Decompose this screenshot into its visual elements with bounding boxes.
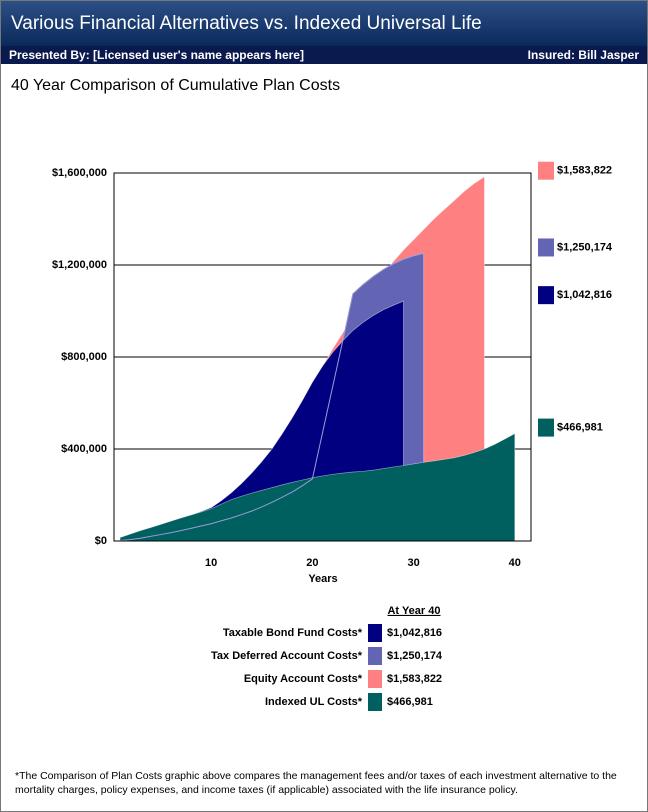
legend-name: Indexed UL Costs* — [265, 696, 363, 708]
x-tick-label: 10 — [205, 557, 217, 569]
end-label: $1,583,822 — [557, 165, 612, 177]
header-title: Various Financial Alternatives vs. Index… — [11, 13, 482, 34]
chart: Years At Year 40 $0 $400,000 $800,000 $1,20… — [52, 161, 613, 711]
legend-name: Tax Deferred Account Costs* — [211, 650, 363, 662]
plot-border — [113, 172, 532, 542]
legend-value: $1,583,822 — [387, 673, 442, 685]
legend-value: $1,250,174 — [387, 650, 443, 662]
series-line — [120, 252, 424, 542]
legend-value: $466,981 — [387, 696, 433, 708]
legend-name: Equity Account Costs* — [244, 673, 363, 685]
end-label: $1,042,816 — [557, 289, 612, 301]
y-tick-label: $1,200,000 — [52, 259, 107, 271]
end-swatch — [538, 161, 554, 180]
info-bar: Presented By: [Licensed user's name appe… — [1, 46, 647, 64]
legend-title: At Year 40 — [387, 605, 440, 617]
presented-by: Presented By: [Licensed user's name appe… — [9, 48, 304, 62]
legend-swatch — [368, 624, 382, 642]
end-swatch — [538, 286, 554, 305]
legend-swatch — [368, 693, 382, 711]
legend-value: $1,042,816 — [387, 627, 442, 639]
legend-swatch — [368, 670, 382, 688]
y-tick-label: $400,000 — [61, 443, 107, 455]
legend-name: Taxable Bond Fund Costs* — [223, 627, 363, 639]
end-swatch — [538, 418, 554, 437]
chart-title: 40 Year Comparison of Cumulative Plan Co… — [11, 77, 341, 94]
insured: Insured: Bill Jasper — [527, 48, 639, 62]
x-tick-label: 20 — [306, 557, 318, 569]
legend-swatch — [368, 647, 382, 665]
y-tick-label: $800,000 — [61, 351, 107, 363]
end-label: $466,981 — [557, 422, 603, 434]
y-tick-label: $0 — [95, 535, 107, 547]
area — [119, 433, 516, 542]
end-swatch — [538, 238, 554, 257]
end-label: $1,250,174 — [557, 241, 613, 253]
header: Various Financial Alternatives vs. Index… — [1, 1, 647, 46]
x-tick-label: 30 — [407, 557, 419, 569]
x-tick-label: 40 — [509, 557, 521, 569]
x-axis-label: Years — [308, 573, 337, 585]
y-tick-label: $1,600,000 — [52, 167, 107, 179]
footnote: *The Comparison of Plan Costs graphic ab… — [15, 770, 617, 796]
